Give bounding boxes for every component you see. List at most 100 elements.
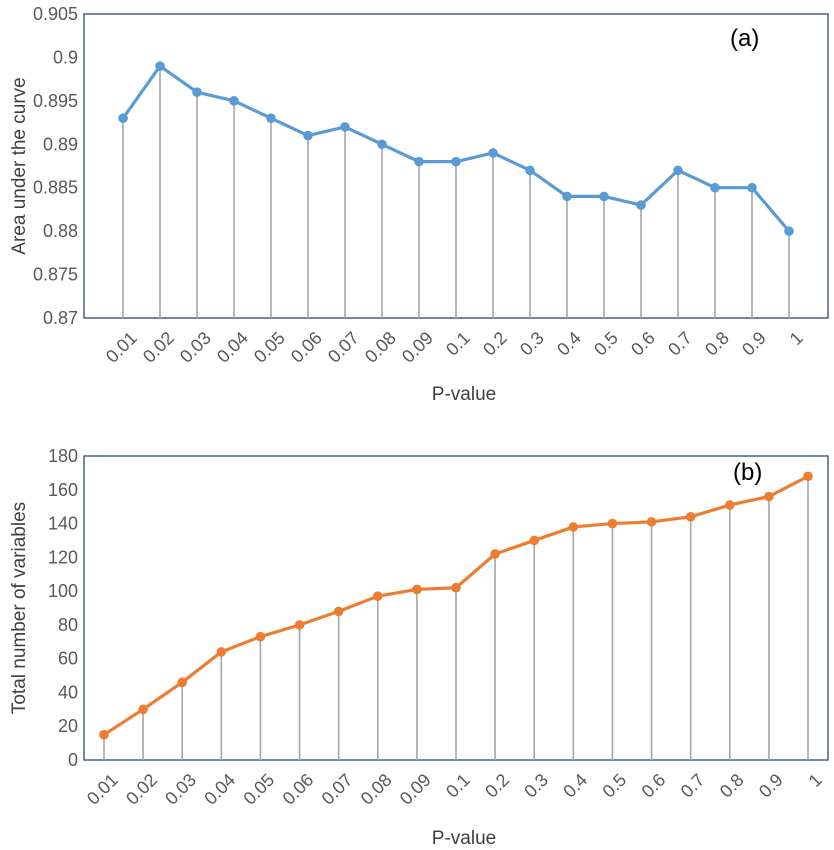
data-point <box>490 549 500 559</box>
y-axis-title: Total number of variables <box>9 502 30 714</box>
y-tick-label: 0.87 <box>43 308 78 328</box>
x-tick-label: 0.9 <box>755 770 787 802</box>
data-point <box>525 165 535 176</box>
data-point <box>216 647 227 657</box>
x-tick-label: 0.7 <box>664 328 696 360</box>
x-tick-label: 0.01 <box>102 328 141 367</box>
x-tick-label: 0.1 <box>442 328 474 360</box>
panel-label: (b) <box>733 459 762 486</box>
x-tick-label: 0.07 <box>318 770 357 809</box>
x-tick-label: 0.6 <box>638 770 670 802</box>
data-point <box>784 226 794 236</box>
y-tick-label: 120 <box>48 547 78 567</box>
y-tick-label: 0.89 <box>43 134 78 154</box>
x-tick-label: 0.08 <box>361 328 400 367</box>
y-tick-label: 0.9 <box>53 47 78 67</box>
x-tick-label: 0.2 <box>479 328 511 360</box>
data-point <box>177 677 188 688</box>
x-tick-label: 0.04 <box>213 328 252 367</box>
x-tick-label: 0.03 <box>161 770 200 809</box>
panel-label: (a) <box>730 25 759 52</box>
chart-panel-a: 0.870.8750.880.8850.890.8950.90.9050.010… <box>9 4 829 405</box>
x-tick-label: 1 <box>805 770 826 791</box>
data-point <box>266 113 276 124</box>
x-tick-label: 0.3 <box>520 770 552 802</box>
data-point <box>340 122 350 132</box>
y-tick-label: 140 <box>48 514 78 534</box>
data-point <box>294 620 305 630</box>
x-tick-label: 0.6 <box>627 328 659 360</box>
y-tick-label: 0.895 <box>33 91 78 111</box>
x-tick-label: 0.05 <box>239 770 278 809</box>
x-tick-label: 0.02 <box>139 328 178 367</box>
data-point <box>747 182 757 193</box>
x-tick-label: 0.06 <box>287 328 326 367</box>
data-point <box>333 606 344 617</box>
y-tick-label: 0.905 <box>33 4 78 24</box>
x-tick-label: 0.4 <box>553 328 585 360</box>
data-point <box>192 87 202 97</box>
x-tick-label: 0.03 <box>176 328 215 367</box>
data-point <box>568 522 579 532</box>
data-point <box>488 148 498 158</box>
x-axis-title: P-value <box>432 384 496 405</box>
x-tick-label: 0.07 <box>324 328 363 367</box>
y-tick-label: 0.88 <box>43 221 78 241</box>
data-point <box>607 518 618 529</box>
chart-panel-b: 0 20 40 60 80 100 120 140 160 180 0.01 0.02 0.03 0.04… <box>9 446 829 849</box>
x-tick-label: 0.3 <box>516 328 548 360</box>
x-tick-label: 0.04 <box>200 770 239 809</box>
data-point <box>529 535 540 546</box>
y-tick-label: 160 <box>48 480 78 500</box>
x-tick-label: 0.06 <box>279 770 318 809</box>
y-tick-label: 0.885 <box>33 178 78 198</box>
data-point <box>414 156 424 167</box>
data-point <box>636 200 646 210</box>
data-point <box>229 96 239 106</box>
x-tick-label: 0.8 <box>716 770 748 802</box>
data-point <box>724 500 735 510</box>
data-point <box>118 113 128 124</box>
x-tick-label: 0.1 <box>442 770 474 802</box>
data-point <box>685 512 696 522</box>
x-tick-label: 0.8 <box>701 328 733 360</box>
data-point <box>803 471 813 482</box>
data-point <box>562 191 572 202</box>
y-axis-title: Area under the curve <box>9 77 30 254</box>
data-point <box>138 704 148 715</box>
data-point <box>673 165 683 176</box>
x-tick-label: 0.5 <box>598 770 630 802</box>
data-point <box>412 584 422 595</box>
data-point <box>451 582 461 593</box>
x-tick-label: 0.01 <box>83 770 122 809</box>
x-tick-label: 0.05 <box>250 328 289 367</box>
x-tick-label: 0.08 <box>357 770 396 809</box>
y-tick-label: 0 <box>68 750 78 770</box>
y-tick-label: 0.875 <box>33 265 78 285</box>
data-point <box>451 156 461 167</box>
data-point <box>764 491 774 502</box>
data-point <box>303 130 313 141</box>
x-tick-label: 0.2 <box>481 770 513 802</box>
data-point <box>377 139 387 150</box>
x-tick-label: 0.09 <box>396 770 435 809</box>
y-tick-label: 80 <box>58 615 78 635</box>
y-tick-label: 100 <box>48 581 78 601</box>
data-point <box>372 591 383 601</box>
y-tick-label: 180 <box>48 446 78 466</box>
y-tick-label: 60 <box>58 649 78 669</box>
y-tick-label: 40 <box>58 682 78 702</box>
x-tick-label: 0.4 <box>559 770 591 802</box>
y-tick-label: 20 <box>58 716 78 736</box>
data-point <box>599 191 609 202</box>
x-tick-label: 0.5 <box>590 328 622 360</box>
x-tick-label: 0.7 <box>677 770 709 802</box>
x-tick-label: 0.9 <box>738 328 770 360</box>
data-point <box>646 517 657 527</box>
x-tick-label: 0.02 <box>122 770 161 809</box>
data-point <box>99 729 109 740</box>
x-tick-label: 1 <box>786 328 807 349</box>
x-tick-label: 0.09 <box>398 328 437 367</box>
